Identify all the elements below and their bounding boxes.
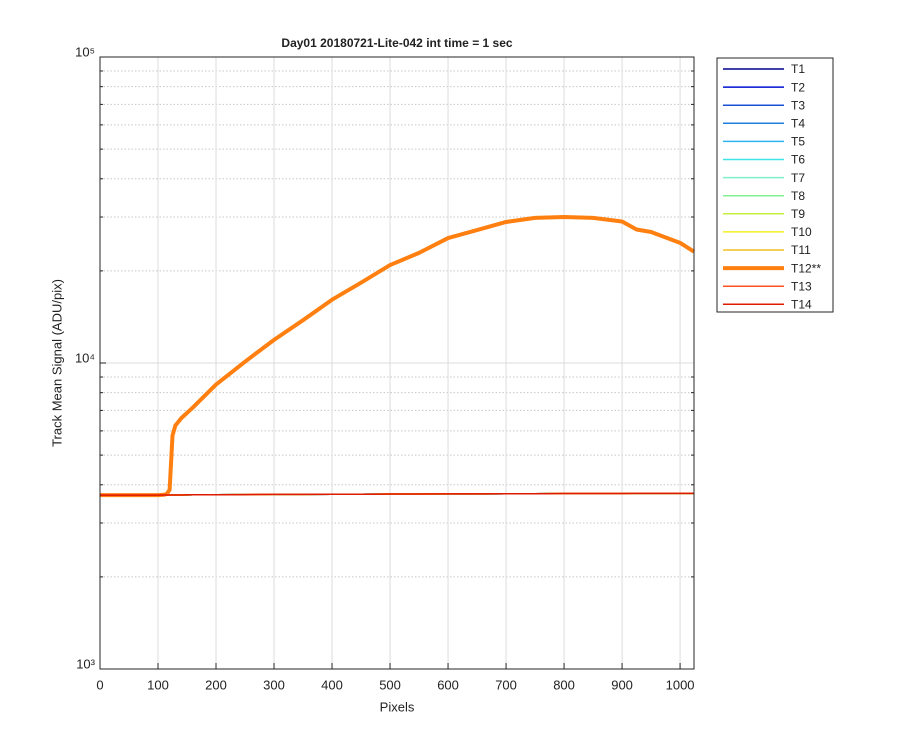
x-tick-label: 400 xyxy=(321,677,343,692)
legend: T1 T2 T3 T4 T5 T6 T7 T8 T9 T10 T11 T12** T13 T14 xyxy=(723,62,821,311)
legend-label: T14 xyxy=(791,297,812,311)
legend-label: T5 xyxy=(791,135,805,149)
y-tick-label: 10⁴ xyxy=(75,350,95,365)
legend-label: T4 xyxy=(791,116,805,130)
x-tick-label: 900 xyxy=(611,677,633,692)
x-tick-label: 600 xyxy=(437,677,459,692)
x-tick-label: 200 xyxy=(205,677,227,692)
legend-label: T10 xyxy=(791,225,812,239)
x-tick-label: 500 xyxy=(379,677,401,692)
legend-label: T8 xyxy=(791,189,805,203)
legend-label: T9 xyxy=(791,207,805,221)
y-axis-label: Track Mean Signal (ADU/pix) xyxy=(49,279,64,447)
legend-label: T13 xyxy=(791,279,812,293)
legend-label: T11 xyxy=(791,243,811,257)
series-line xyxy=(100,492,694,496)
legend-label: T1 xyxy=(791,62,805,76)
lines xyxy=(100,215,696,498)
y-tick-label: 10⁵ xyxy=(75,44,95,59)
y-tick-label: 10³ xyxy=(76,656,95,671)
x-tick-label: 700 xyxy=(495,677,517,692)
chart-title: Day01 20180721-Lite-042 int time = 1 sec xyxy=(281,36,512,50)
legend-label: T7 xyxy=(791,171,805,185)
x-tick-label: 0 xyxy=(96,677,103,692)
x-axis-label: Pixels xyxy=(380,699,415,714)
x-tick-label: 800 xyxy=(553,677,575,692)
legend-label: T3 xyxy=(791,98,805,112)
x-tick-label: 1000 xyxy=(666,677,695,692)
x-tick-label: 300 xyxy=(263,677,285,692)
legend-label: T2 xyxy=(791,80,805,94)
x-tick-label: 100 xyxy=(147,677,169,692)
legend-label: T6 xyxy=(791,153,805,167)
series-line xyxy=(100,215,696,498)
legend-label: T12** xyxy=(791,261,821,275)
